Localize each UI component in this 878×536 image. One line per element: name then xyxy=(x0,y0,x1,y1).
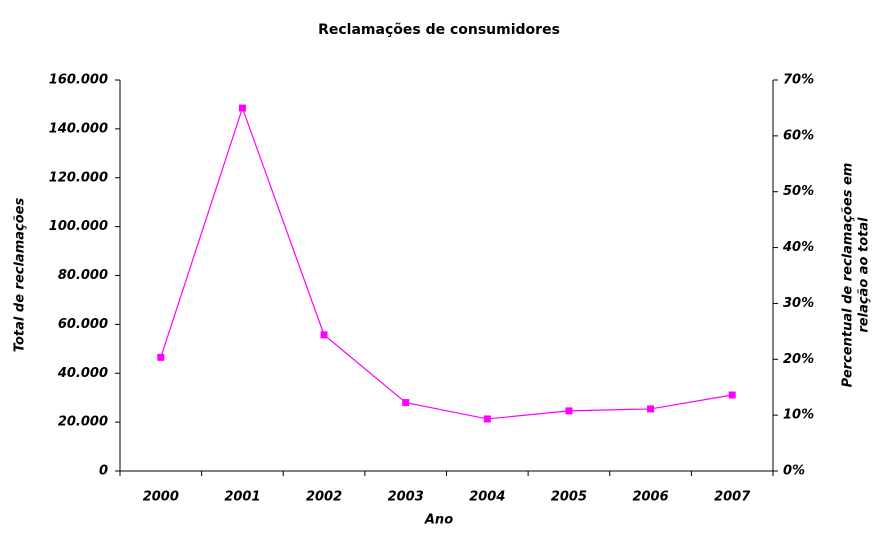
y-tick-label: 0 xyxy=(99,464,108,479)
x-axis-label: Ano xyxy=(424,513,453,528)
x-tick-label: 2004 xyxy=(469,490,505,505)
x-tick-label: 2003 xyxy=(388,490,424,505)
y-tick-label: 60.000 xyxy=(58,317,108,332)
y2-tick-label: 70% xyxy=(783,73,814,88)
y2-tick-label: 50% xyxy=(783,184,814,199)
y2-tick-label: 0% xyxy=(783,464,805,479)
x-tick-label: 2002 xyxy=(306,490,342,505)
y-tick-label: 140.000 xyxy=(49,121,108,136)
y2-tick-label: 60% xyxy=(783,128,814,143)
y-tick-label: 80.000 xyxy=(58,268,108,283)
point-marker xyxy=(320,331,328,339)
point-marker xyxy=(157,353,165,361)
y2-tick-label: 40% xyxy=(782,240,814,255)
point-marker xyxy=(483,415,491,423)
chart-title: Reclamações de consumidores xyxy=(318,22,560,38)
x-tick-label: 2007 xyxy=(714,490,751,505)
y-tick-label: 120.000 xyxy=(49,170,108,185)
y2-axis-label: Percentual de reclamações em xyxy=(841,163,856,388)
y2-tick-label: 20% xyxy=(783,352,814,367)
y2-tick-label: 10% xyxy=(783,408,814,423)
x-tick-label: 2005 xyxy=(551,490,587,505)
y-tick-label: 160.000 xyxy=(49,73,108,88)
y-tick-label: 20.000 xyxy=(58,415,108,430)
series-line xyxy=(160,106,733,420)
point-marker xyxy=(647,405,655,413)
x-tick-label: 2001 xyxy=(224,490,260,505)
x-tick-label: 2000 xyxy=(143,490,179,505)
point-marker xyxy=(728,391,736,399)
y2-tick-label: 30% xyxy=(783,296,814,311)
point-marker xyxy=(402,399,410,407)
point-marker xyxy=(565,407,573,415)
y2-axis-label: relação ao total xyxy=(857,217,872,333)
point-marker xyxy=(238,104,246,112)
y-tick-label: 40.000 xyxy=(57,366,108,381)
y-axis-label: Total de reclamações xyxy=(13,198,28,353)
y-tick-label: 100.000 xyxy=(49,219,108,234)
x-tick-label: 2006 xyxy=(632,490,668,505)
